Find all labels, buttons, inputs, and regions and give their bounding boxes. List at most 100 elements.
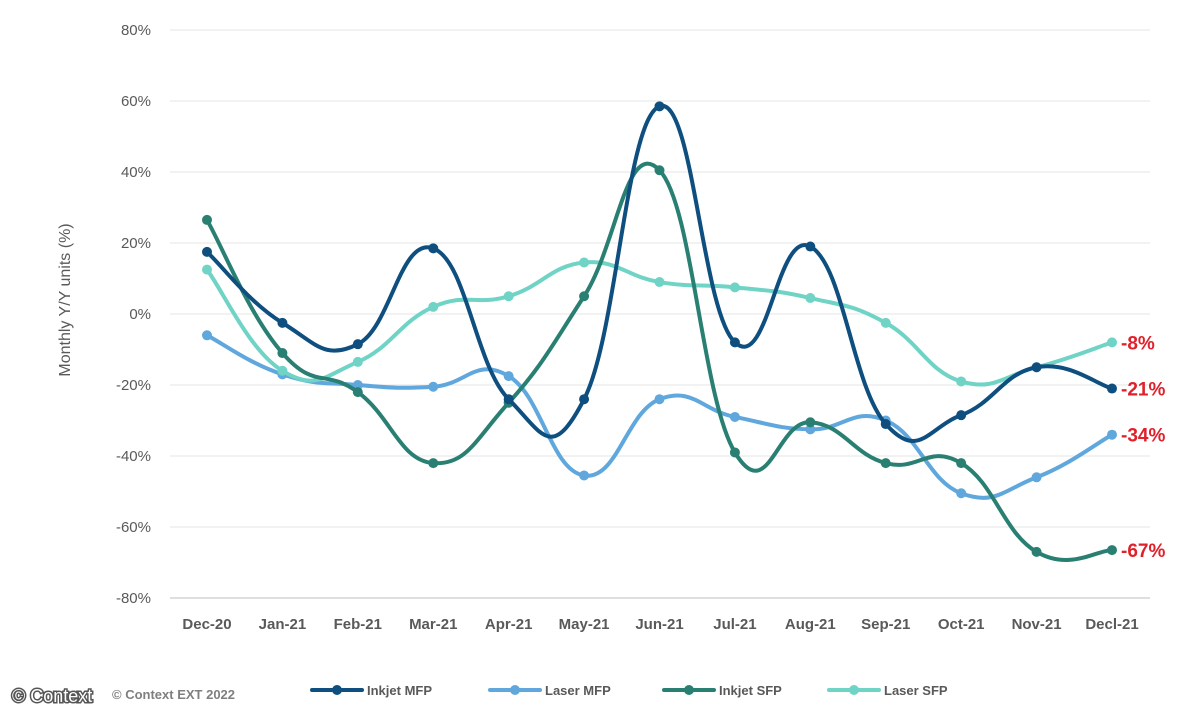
series-group	[202, 101, 1117, 562]
legend-swatch-marker	[510, 685, 520, 695]
data-point	[579, 394, 590, 405]
data-point	[729, 447, 740, 458]
x-tick-label: Mar-21	[409, 616, 457, 633]
data-point	[956, 488, 967, 499]
data-point	[805, 241, 816, 252]
series-line-inkjet-mfp	[205, 104, 1114, 443]
legend-item-inkjet-sfp: Inkjet SFP	[662, 683, 782, 698]
data-point	[654, 394, 665, 405]
data-point	[729, 282, 740, 293]
series-inkjet-sfp	[202, 161, 1117, 562]
x-tick-label: Sep-21	[861, 616, 910, 633]
data-point	[1107, 337, 1117, 348]
y-tick-label: 20%	[121, 235, 151, 252]
data-point	[880, 419, 891, 430]
data-point	[277, 317, 288, 328]
data-point	[503, 291, 514, 302]
end-label-inkjet-mfp: -21%	[1121, 380, 1165, 401]
data-point	[202, 246, 212, 257]
data-point	[503, 371, 514, 382]
y-axis-ticks: 80% 60% 40% 20% 0% -20% -40% -60% -80%	[116, 22, 151, 607]
data-point	[428, 301, 439, 312]
end-labels: -21% -34% -67% -8%	[1121, 333, 1165, 562]
data-point	[956, 410, 967, 421]
data-point	[956, 458, 967, 469]
x-tick-label: Apr-21	[485, 616, 533, 633]
data-point	[202, 214, 212, 225]
data-point	[428, 381, 439, 392]
data-point	[654, 165, 665, 176]
x-axis-ticks: Dec-20 Jan-21 Feb-21 Mar-21 Apr-21 May-21 Jun-…	[182, 616, 1138, 633]
data-point	[805, 424, 816, 435]
series-laser-mfp	[202, 330, 1117, 500]
series-line-inkjet-sfp	[205, 161, 1114, 562]
data-point	[729, 337, 740, 348]
x-tick-label: Jun-21	[635, 616, 683, 633]
legend-label: Inkjet MFP	[367, 683, 432, 698]
data-point	[202, 330, 212, 341]
data-point	[352, 339, 363, 350]
data-point	[805, 293, 816, 304]
data-point	[1031, 546, 1042, 557]
legend-item-inkjet-mfp: Inkjet MFP	[310, 683, 432, 698]
legend-swatch-marker	[849, 685, 859, 695]
x-tick-label: Nov-21	[1012, 616, 1062, 633]
series-laser-sfp	[202, 257, 1117, 387]
data-point	[1107, 429, 1117, 440]
legend-label: Inkjet SFP	[719, 683, 782, 698]
legend-item-laser-sfp: Laser SFP	[827, 683, 948, 698]
y-tick-label: 0%	[129, 306, 151, 323]
data-point	[352, 380, 363, 390]
y-tick-label: 60%	[121, 93, 151, 110]
x-tick-label: Oct-21	[938, 616, 985, 633]
data-point	[277, 365, 288, 376]
end-label-laser-sfp: -8%	[1121, 333, 1155, 354]
x-tick-label: May-21	[559, 616, 610, 633]
x-tick-label: Jul-21	[713, 616, 756, 633]
legend: Inkjet MFP Laser MFP Inkjet SFP Laser SFP	[310, 683, 948, 698]
x-tick-label: Dec-20	[182, 616, 231, 633]
data-point	[202, 264, 212, 275]
data-point	[1107, 383, 1117, 394]
watermark: © Context	[12, 686, 92, 706]
data-point	[503, 394, 514, 405]
series-inkjet-mfp	[202, 101, 1117, 443]
source-note: © Context EXT 2022	[112, 687, 235, 702]
x-tick-label: Decl-21	[1085, 616, 1138, 633]
data-point	[654, 101, 665, 112]
y-tick-label: -20%	[116, 377, 151, 394]
data-point	[654, 277, 665, 288]
data-point	[880, 317, 891, 328]
data-point	[1031, 472, 1042, 483]
legend-item-laser-mfp: Laser MFP	[488, 683, 611, 698]
y-tick-label: -80%	[116, 590, 151, 607]
data-point	[1107, 545, 1117, 556]
legend-label: Laser SFP	[884, 683, 948, 698]
data-point	[352, 387, 363, 398]
legend-swatch-marker	[332, 685, 342, 695]
y-axis-label: Monthly Y/Y units (%)	[57, 223, 74, 376]
y-tick-label: 40%	[121, 164, 151, 181]
data-point	[579, 291, 590, 302]
y-tick-label: -60%	[116, 519, 151, 536]
end-label-laser-mfp: -34%	[1121, 426, 1165, 447]
data-point	[428, 458, 439, 469]
data-point	[579, 470, 590, 481]
data-point	[428, 243, 439, 254]
x-tick-label: Aug-21	[785, 616, 836, 633]
data-point	[805, 417, 816, 428]
end-label-inkjet-sfp: -67%	[1121, 541, 1165, 562]
data-point	[956, 376, 967, 387]
legend-swatch-marker	[684, 685, 694, 695]
x-tick-label: Jan-21	[259, 616, 307, 633]
y-tick-label: -40%	[116, 448, 151, 465]
y-tick-label: 80%	[121, 22, 151, 39]
legend-label: Laser MFP	[545, 683, 611, 698]
data-point	[880, 458, 891, 469]
x-tick-label: Feb-21	[334, 616, 382, 633]
data-point	[579, 257, 590, 268]
data-point	[729, 411, 740, 422]
data-point	[352, 356, 363, 367]
data-point	[277, 348, 288, 359]
